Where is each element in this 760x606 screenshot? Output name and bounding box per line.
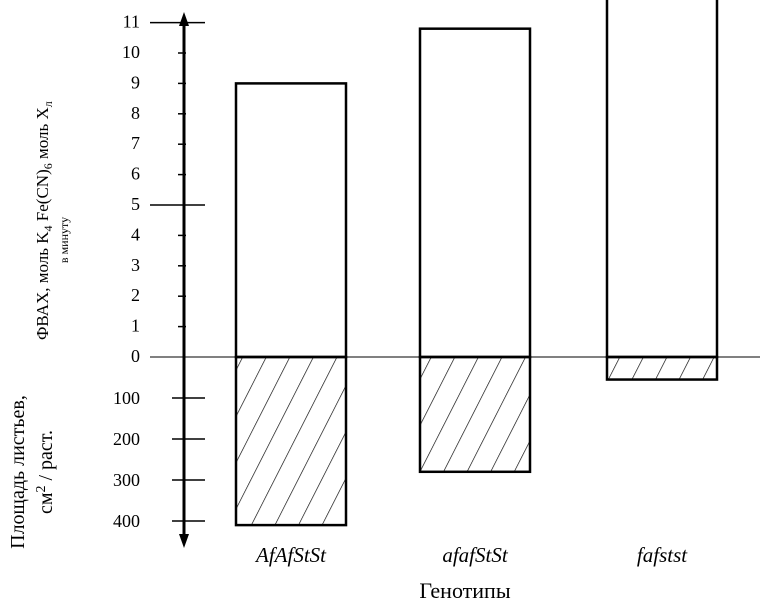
- lower-bar: [418, 355, 532, 474]
- category-label: AfAfStSt: [254, 543, 327, 567]
- upper-tick-label: 9: [131, 72, 140, 92]
- lower-tick-label: 400: [113, 511, 140, 531]
- lower-axis-label-line2: см2 / раст.: [34, 430, 57, 514]
- upper-tick-label: 10: [122, 42, 140, 62]
- lower-tick-label: 300: [113, 470, 140, 490]
- upper-bar: [234, 82, 348, 359]
- upper-tick-label: 11: [123, 12, 140, 32]
- upper-tick-label: 1: [131, 316, 140, 336]
- upper-tick-label: 2: [131, 285, 140, 305]
- upper-axis-label: ФВАХ, моль K4 Fe(CN)6 моль Хл: [33, 101, 55, 340]
- upper-tick-label: 6: [131, 164, 140, 184]
- upper-bar: [605, 0, 719, 359]
- lower-axis-label-line1: Площадь листьев,: [7, 395, 29, 549]
- lower-bar: [605, 355, 719, 381]
- x-axis-label: Генотипы: [419, 578, 510, 603]
- upper-tick-label: 8: [131, 103, 140, 123]
- upper-tick-label: 0: [131, 346, 140, 366]
- upper-bar: [418, 27, 532, 359]
- lower-tick-label: 200: [113, 429, 140, 449]
- upper-tick-label: 7: [131, 133, 140, 153]
- upper-tick-label: 5: [131, 194, 140, 214]
- upper-tick-label: 3: [131, 255, 140, 275]
- lower-tick-label: 100: [113, 388, 140, 408]
- y-axis-arrow-bottom: [179, 534, 189, 548]
- upper-axis-label-line2: в минуту: [57, 217, 71, 263]
- y-axis-arrow-top: [179, 12, 189, 26]
- category-label: fafstst: [637, 543, 688, 567]
- upper-tick-label: 4: [131, 224, 140, 244]
- category-label: afafStSt: [442, 543, 509, 567]
- lower-bar: [234, 355, 348, 527]
